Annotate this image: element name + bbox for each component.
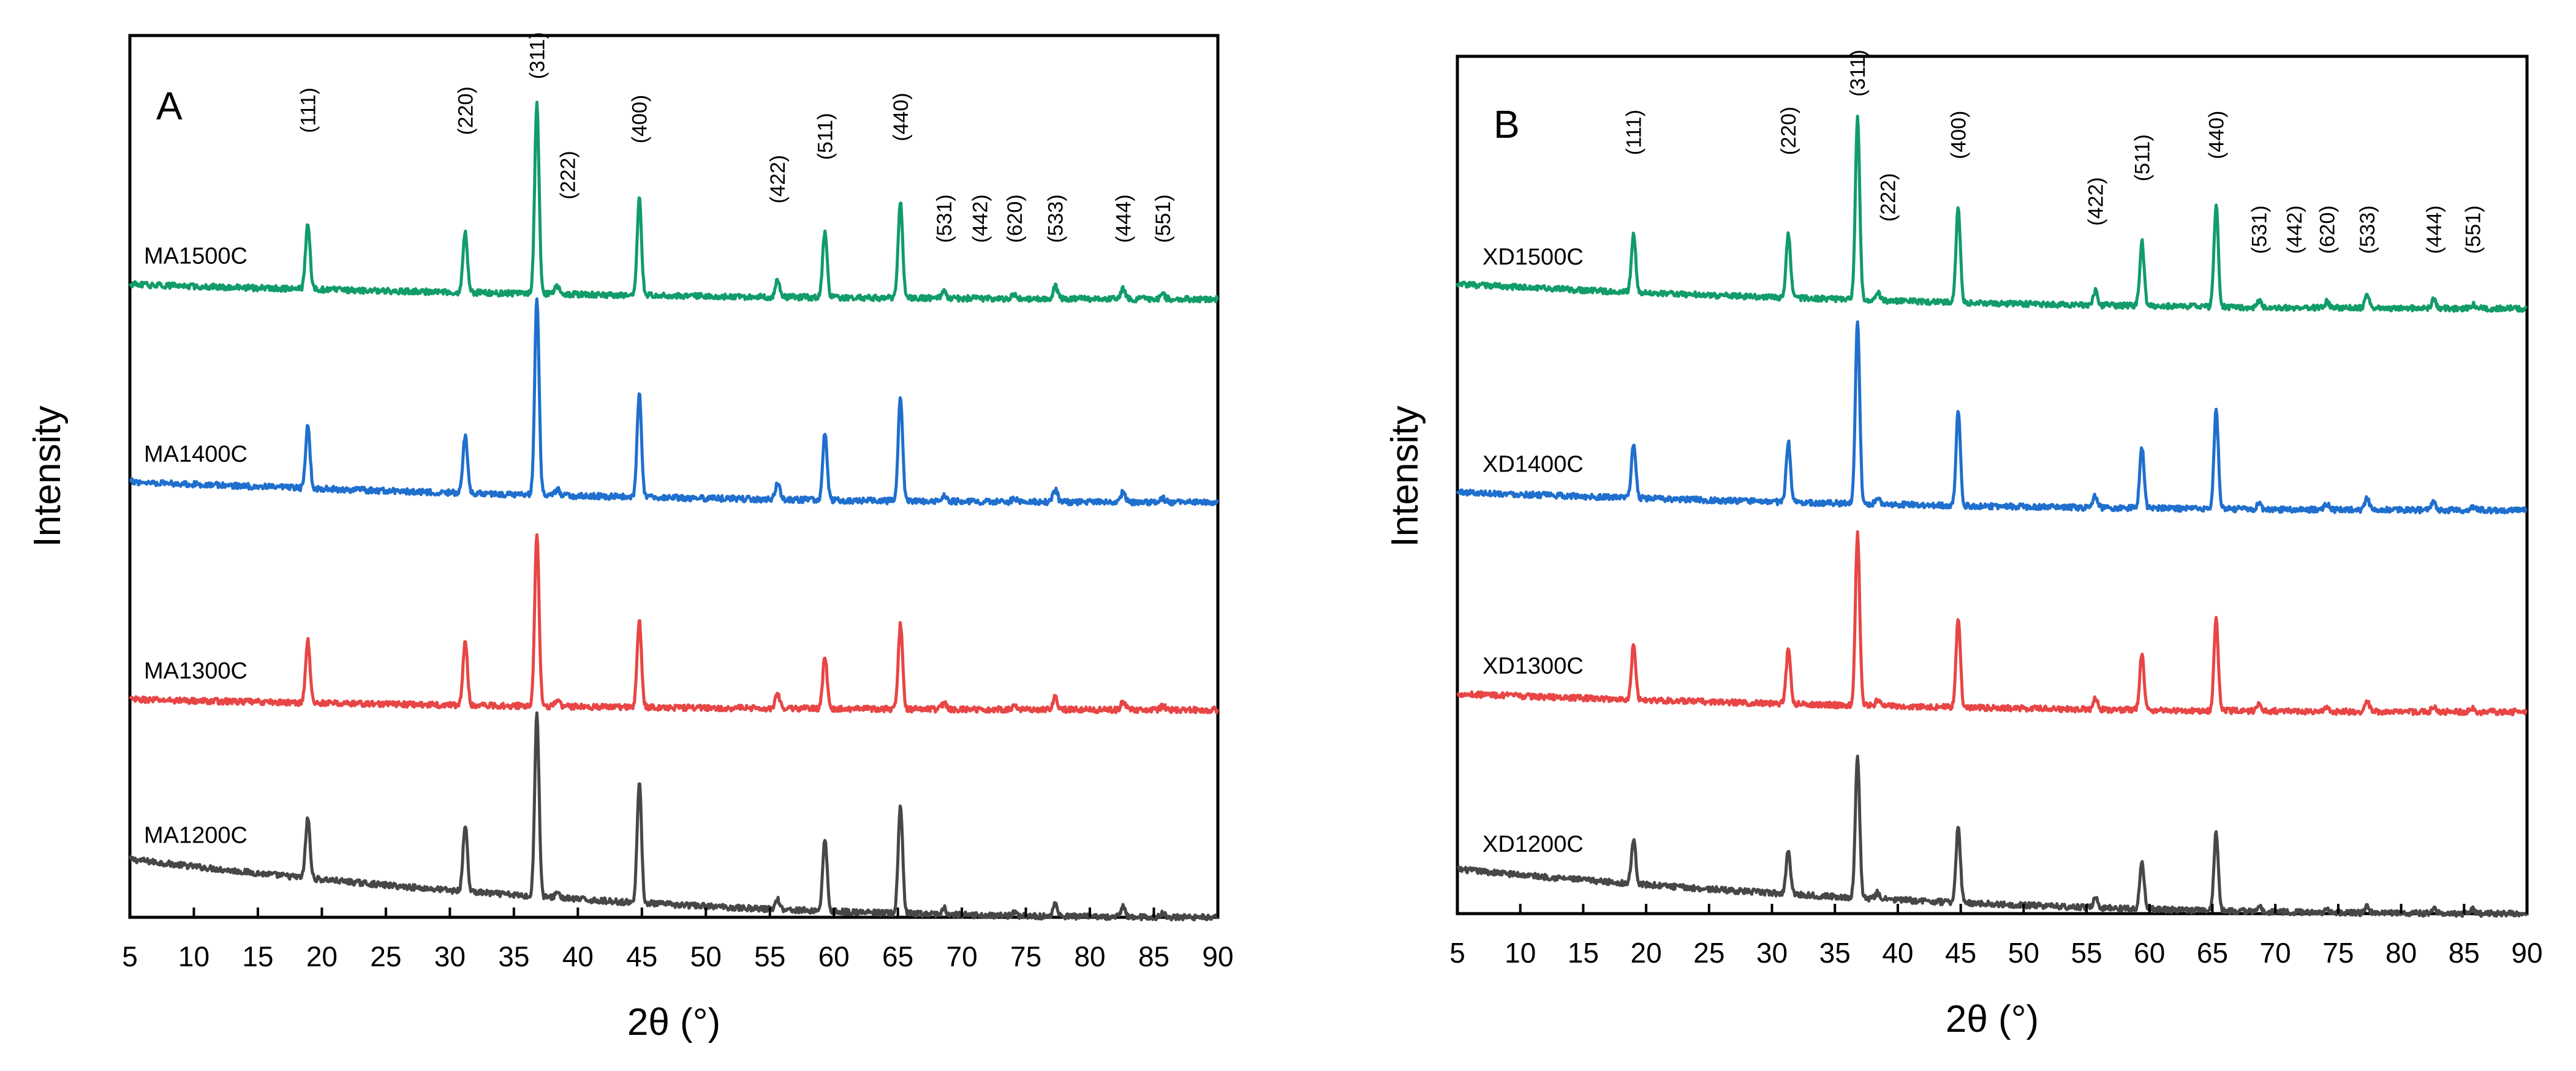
peak-index-label: (111): [297, 88, 320, 133]
peak-index-label: (442): [969, 194, 992, 242]
x-tick-label: 25: [370, 941, 401, 972]
series-label: XD1400C: [1483, 451, 1584, 477]
series-label: XD1300C: [1483, 653, 1584, 679]
x-tick-label: 25: [1693, 937, 1724, 969]
series-layer: XD1200C XD1300C XD1400C XD1500C: [1456, 115, 2528, 918]
x-tick-label: 30: [434, 941, 466, 972]
x-tick-label: 20: [306, 941, 338, 972]
y-axis-label: Intensity: [1384, 406, 1426, 547]
peak-index-label: (511): [2131, 134, 2154, 181]
peak-index-label: (422): [2084, 177, 2107, 225]
x-tick-label: 30: [1756, 937, 1788, 969]
series-line-ma1300c: [129, 533, 1219, 715]
x-tick-label: 45: [1945, 937, 1976, 969]
x-tick-label: 90: [1202, 941, 1233, 972]
x-tick-label: 65: [882, 941, 913, 972]
peak-index-label: (531): [933, 194, 956, 242]
series-label: XD1500C: [1483, 244, 1584, 270]
peak-index-label: (531): [2248, 205, 2272, 254]
x-tick-label: 60: [818, 941, 850, 972]
x-tick-label: 85: [2449, 937, 2480, 969]
x-tick-label: 75: [2322, 937, 2354, 969]
x-tick-label: 80: [2385, 937, 2417, 969]
x-tick-label: 45: [626, 941, 657, 972]
x-tick-label: 75: [1010, 941, 1041, 972]
x-tick-label: 65: [2197, 937, 2228, 969]
x-tick-label: 50: [2008, 937, 2039, 969]
peak-index-label: (400): [629, 95, 652, 143]
x-tick-label: 35: [498, 941, 529, 972]
x-tick-label: 10: [1505, 937, 1536, 969]
x-axis-ticks: 5 10 15 20 25 30 35 40 45 50 55 60 65 70 75 80 85 90: [122, 908, 1234, 972]
series-line-xd1200c: [1456, 754, 2528, 918]
series-line-xd1500c: [1456, 115, 2528, 313]
annotation-layer: (111) (220) (311) (222) (400) (422) (511) (440)…: [297, 32, 1175, 242]
peak-index-label: (533): [2356, 205, 2379, 254]
peak-index-label: (551): [2462, 205, 2485, 254]
series-line-ma1400c: [129, 297, 1219, 507]
peak-index-label: (620): [1003, 194, 1027, 242]
plot-frame: [128, 34, 1220, 919]
x-tick-label: 70: [946, 941, 978, 972]
x-tick-label: 55: [754, 941, 785, 972]
x-tick-label: 55: [2071, 937, 2102, 969]
peak-index-label: (440): [890, 92, 913, 141]
x-axis-ticks: 5 10 15 20 25 30 35 40 45 50 55 60 65 70 75 80 85 90: [1449, 904, 2543, 969]
peak-index-label: (311): [1846, 50, 1870, 97]
peak-index-label: (222): [1877, 173, 1900, 222]
series-label: MA1300C: [144, 658, 247, 684]
series-line-ma1500c: [128, 100, 1219, 304]
series-label: MA1500C: [144, 243, 247, 269]
x-tick-label: 20: [1631, 937, 1662, 969]
series-layer: MA1200C MA1300C MA1400C MA1500C: [128, 100, 1219, 922]
series-label: MA1400C: [144, 442, 247, 467]
panel-letter: B: [1494, 102, 1520, 146]
plot-frame: [1456, 54, 2529, 915]
series-line-ma1200c: [128, 711, 1219, 922]
series-line-xd1300c: [1456, 530, 2528, 716]
peak-index-label: (220): [454, 86, 477, 135]
x-tick-label: 15: [1568, 937, 1599, 969]
x-tick-label: 40: [562, 941, 594, 972]
peak-index-label: (220): [1777, 107, 1800, 155]
x-tick-label: 35: [1819, 937, 1851, 969]
peak-index-label: (400): [1947, 111, 1971, 159]
peak-index-label: (551): [1152, 194, 1175, 242]
x-tick-label: 10: [178, 941, 210, 972]
peak-index-label: (444): [1112, 194, 1135, 242]
x-axis-label: 2θ (°): [627, 1001, 720, 1043]
x-tick-label: 70: [2260, 937, 2291, 969]
peak-index-label: (442): [2283, 205, 2306, 254]
peak-index-label: (511): [814, 113, 837, 160]
x-axis-label: 2θ (°): [1946, 998, 2039, 1040]
x-tick-label: 15: [242, 941, 273, 972]
y-axis-label: Intensity: [26, 406, 69, 547]
peak-index-label: (111): [1623, 110, 1646, 155]
x-tick-label: 60: [2134, 937, 2165, 969]
x-tick-label: 5: [1449, 937, 1465, 969]
peak-index-label: (422): [766, 155, 790, 203]
panel-letter: A: [156, 84, 183, 128]
x-tick-label: 50: [690, 941, 722, 972]
x-tick-label: 90: [2511, 937, 2542, 969]
series-label: XD1200C: [1483, 832, 1584, 857]
peak-index-label: (311): [526, 32, 549, 79]
series-line-xd1400c: [1456, 320, 2528, 515]
peak-index-label: (440): [2205, 111, 2229, 159]
series-label: MA1200C: [144, 823, 247, 849]
peak-index-label: (222): [557, 151, 580, 199]
x-tick-label: 5: [122, 941, 138, 972]
peak-index-label: (533): [1044, 194, 1068, 242]
panel-b: B XD1200C XD1300C XD1400C XD1500C (111) (220…: [1384, 50, 2543, 1040]
x-tick-label: 85: [1138, 941, 1169, 972]
annotation-layer: (111) (220) (311) (222) (400) (422) (511) (440)…: [1623, 50, 2485, 254]
x-tick-label: 80: [1074, 941, 1105, 972]
peak-index-label: (620): [2316, 205, 2339, 254]
x-tick-label: 40: [1882, 937, 1913, 969]
peak-index-label: (444): [2423, 205, 2446, 254]
panel-a: A MA1200C MA1300C MA1400C MA1500C (111) (220…: [26, 32, 1234, 1043]
